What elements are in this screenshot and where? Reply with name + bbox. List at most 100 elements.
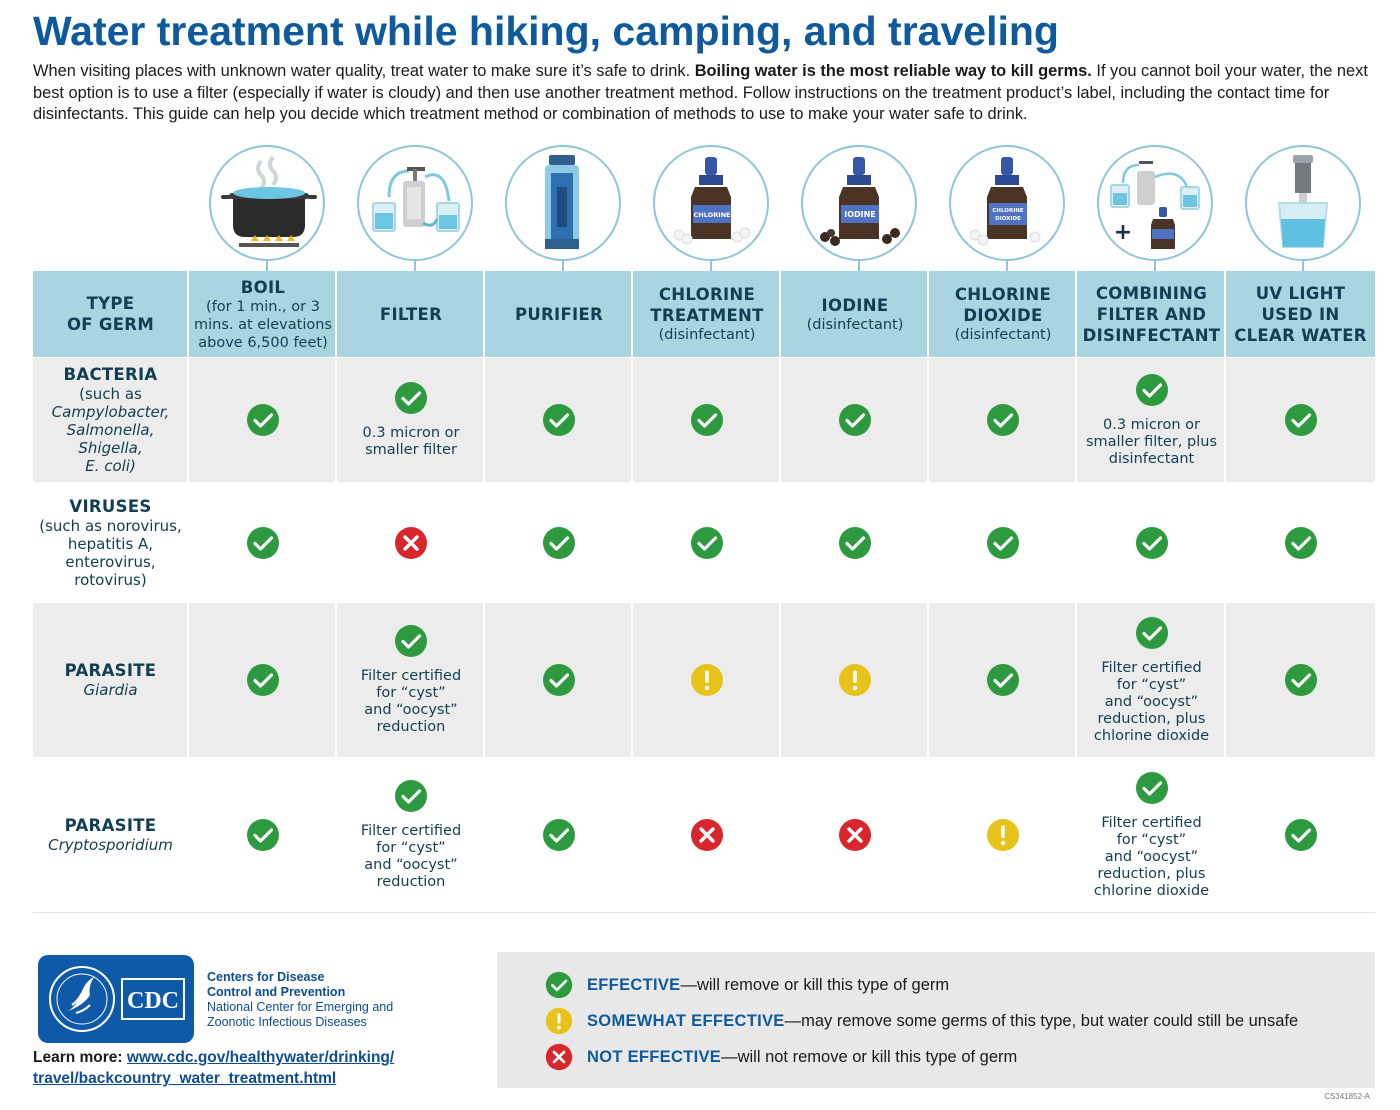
effective-check-icon [247, 526, 279, 559]
column-divider [187, 358, 189, 482]
germ-description-text: Giardia [83, 681, 138, 699]
column-divider [779, 358, 781, 482]
column-divider [335, 483, 337, 602]
header-column: UV LIGHT USED IN CLEAR WATER [1226, 271, 1375, 357]
learn-more-link-line-2[interactable]: travel/backcountry_water_treatment.html [33, 1070, 337, 1087]
learn-more: Learn more: www.cdc.gov/healthywater/dri… [33, 1047, 394, 1089]
status-cell [781, 758, 929, 912]
germ-description-line: Cryptosporidium [48, 836, 173, 854]
chlorine-dioxide-label-2: DIOXIDE [995, 216, 1021, 222]
iodine-bottle-icon: IODINE [801, 145, 917, 273]
cell-note-line: chlorine dioxide [1093, 727, 1210, 744]
column-divider [483, 358, 485, 482]
cell-note-line: Filter certified [360, 668, 462, 684]
column-divider [631, 358, 633, 482]
learn-more-label: Learn more: [33, 1049, 123, 1066]
effective-check-icon [1284, 404, 1317, 436]
germ-description-line: Giardia [83, 681, 137, 699]
effective-check-icon [395, 382, 427, 414]
table-row: PARASITE Giardia Filter certified for “cyst… [33, 603, 1375, 757]
status-cell [781, 483, 929, 602]
status-cell [929, 483, 1077, 602]
header-title-line: IODINE [821, 295, 889, 315]
intro-paragraph: When visiting places with unknown water … [33, 61, 1368, 126]
column-divider [335, 358, 337, 482]
column-divider [483, 758, 485, 912]
learn-more-link-line-1[interactable]: www.cdc.gov/healthywater/drinking/ [126, 1049, 395, 1066]
effective-check-icon [987, 526, 1019, 559]
status-cell [189, 603, 337, 757]
column-divider [187, 758, 189, 912]
header-title-line: DIOXIDE [963, 306, 1043, 325]
filter-icon [357, 145, 473, 273]
status-cell [633, 483, 781, 602]
legend-item: SOMEWHAT EFFECTIVE —may remove some germs… [545, 1007, 1298, 1035]
status-cell [781, 603, 929, 757]
header-column-divider [1224, 271, 1226, 357]
effective-check-icon [691, 404, 723, 436]
header-column-divider [483, 271, 485, 357]
header-type-of-germ: TYPE OF GERM [33, 271, 188, 357]
status-cell [1226, 483, 1375, 602]
germ-description-text: enterovirus, [65, 552, 156, 571]
effective-check-icon [987, 404, 1019, 436]
header-title-line: CHLORINE [954, 285, 1052, 304]
column-divider [1075, 358, 1077, 482]
status-cell [1226, 758, 1375, 912]
header-title-line: TREATMENT [650, 306, 764, 325]
header-title-line: FILTER [379, 304, 443, 324]
iodine-bottle-label: IODINE [844, 210, 876, 219]
legend-text: —may remove some germs of this type, but… [784, 1011, 1299, 1030]
effective-check-icon [543, 526, 575, 559]
chlorine-dioxide-bottle-icon: CHLORINE DIOXIDE [949, 145, 1065, 273]
status-cell: Filter certified for “cyst” and “oocyst” re… [337, 603, 485, 757]
status-cell [337, 483, 485, 602]
cell-note: Filter certified for “cyst” and “oocyst” re… [1094, 815, 1209, 900]
header-title-line: BOIL [240, 277, 286, 297]
header-title-line: DISINFECTANT [1082, 325, 1221, 345]
header-title-line: CHLORINE [658, 285, 756, 304]
legend-item: EFFECTIVE —will remove or kill this type … [545, 971, 949, 999]
column-divider [187, 483, 189, 602]
cell-note: 0.3 micron or smaller filter, plus disinfe… [1086, 417, 1217, 468]
intro-bold: Boiling water is the most reliable way t… [694, 62, 1092, 80]
chlorine-bottle-icon: CHLORINE [653, 145, 769, 273]
cell-note: 0.3 micron or smaller filter [363, 425, 460, 459]
header-sub-line: above 6,500 feet) [198, 334, 328, 351]
cell-note-line: reduction, plus [1097, 865, 1206, 882]
cell-note-line: chlorine dioxide [1093, 882, 1210, 899]
filter-plus-disinfectant-icon: + [1097, 145, 1213, 273]
status-cell [189, 483, 337, 602]
column-divider [187, 603, 189, 757]
status-cell [189, 758, 337, 912]
header-title-line: PURIFIER [514, 304, 604, 324]
germ-type-cell: PARASITE Cryptosporidium [33, 758, 188, 912]
org-line-3: National Center for Emerging and [207, 1000, 394, 1014]
header-column-divider [779, 271, 781, 357]
cell-note-line: for “cyst” [1116, 676, 1187, 693]
cell-note-line: for “cyst” [1116, 831, 1187, 848]
legend-key: NOT EFFECTIVE [587, 1047, 722, 1066]
chlorine-bottle-label: CHLORINE [694, 211, 731, 219]
status-cell [1226, 603, 1375, 757]
column-divider [335, 758, 337, 912]
status-cell: Filter certified for “cyst” and “oocyst” re… [1077, 758, 1226, 912]
header-column-divider [927, 271, 929, 357]
column-divider [1224, 358, 1226, 482]
legend-key: SOMEWHAT EFFECTIVE [587, 1011, 785, 1030]
legend-text: —will remove or kill this type of germ [680, 975, 950, 994]
status-cell [929, 758, 1077, 912]
header-sub-line: (disinfectant) [954, 327, 1052, 343]
column-divider [779, 483, 781, 602]
header-title-line: USED IN [1261, 304, 1340, 324]
effective-check-icon [543, 819, 575, 851]
effective-check-icon [545, 971, 573, 999]
column-divider [483, 603, 485, 757]
learn-more-link[interactable]: www.cdc.gov/healthywater/drinking/travel… [33, 1049, 394, 1087]
table-row: BACTERIA (such as Campylobacter, Salmonella… [33, 358, 1375, 482]
header-sub-line: (disinfectant) [658, 327, 756, 343]
cell-note-line: 0.3 micron or [1103, 416, 1200, 433]
status-cell [633, 758, 781, 912]
germ-description-text: hepatitis A, [67, 534, 154, 553]
effective-check-icon [1284, 819, 1317, 851]
